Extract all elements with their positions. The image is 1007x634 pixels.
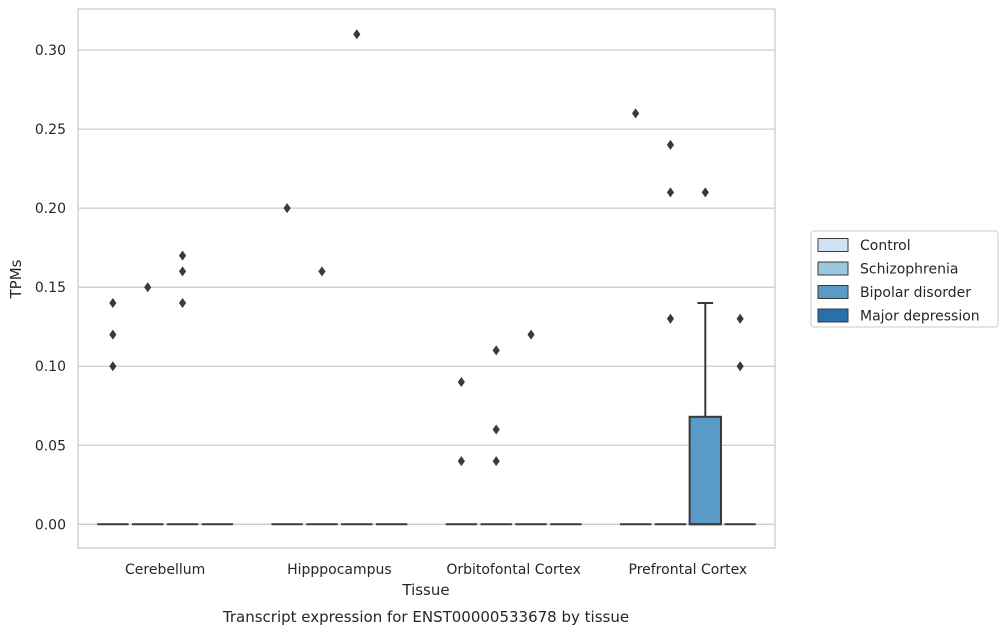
outlier-marker [109, 298, 117, 308]
box-group [271, 203, 303, 526]
outlier-marker [527, 329, 535, 340]
legend: Control Schizophrenia Bipolar disorder Majo… [810, 230, 999, 328]
outlier-marker [666, 187, 675, 198]
y-axis-ticks: 0.00 0.05 0.10 0.15 0.20 0.25 0.30 [35, 43, 66, 533]
box-group [97, 298, 129, 526]
outlier-marker [109, 361, 117, 372]
legend-swatch [817, 308, 849, 323]
outlier-marker [109, 329, 117, 340]
outlier-marker [666, 139, 675, 150]
legend-swatch [817, 285, 849, 299]
box-group [688, 187, 722, 526]
outlier-marker [701, 187, 709, 198]
outlier-marker [178, 250, 187, 261]
x-tick-label: Prefrontal Cortex [629, 562, 748, 578]
outlier-marker [144, 282, 152, 293]
legend-swatch [817, 261, 849, 276]
box-group [306, 266, 338, 526]
outlier-marker [178, 266, 187, 277]
outlier-marker [736, 313, 744, 324]
legend-label: Major depression [860, 309, 980, 325]
y-tick-label: 0.25 [35, 122, 66, 138]
outlier-marker [178, 298, 187, 308]
legend-label: Control [860, 238, 911, 254]
outlier-marker [492, 456, 500, 467]
outlier-marker [632, 108, 640, 119]
outlier-marker [492, 424, 500, 435]
x-axis-ticks: Cerebellum Hipppocampus Orbitofontal Corte… [125, 562, 747, 578]
x-tick-label: Orbitofontal Cortex [446, 562, 581, 578]
y-tick-label: 0.00 [35, 517, 66, 533]
outlier-marker [283, 203, 291, 214]
box-group [619, 108, 652, 526]
outlier-marker [457, 456, 465, 467]
outlier-marker [666, 313, 675, 324]
box-group [132, 282, 164, 526]
box-group [515, 329, 547, 526]
x-tick-label: Cerebellum [125, 562, 205, 578]
plot-frame [77, 8, 776, 549]
x-tick-label: Hipppocampus [287, 562, 392, 578]
outlier-marker [353, 29, 361, 40]
y-tick-label: 0.20 [35, 201, 66, 217]
grid-lines [78, 49, 775, 525]
y-tick-label: 0.10 [35, 359, 66, 375]
box-group [445, 377, 478, 526]
box-group [480, 345, 512, 526]
legend-frame [810, 230, 999, 328]
chart-caption: Transcript expression for ENST0000053367… [222, 608, 629, 626]
legend-label: Bipolar disorder [860, 285, 971, 301]
box-plot-series [97, 29, 756, 526]
y-tick-label: 0.15 [35, 280, 66, 296]
outlier-marker [318, 266, 326, 277]
outlier-marker [457, 377, 465, 388]
box-group [166, 250, 199, 526]
legend-label: Schizophrenia [860, 262, 958, 278]
x-axis-label: Tissue [401, 581, 449, 599]
box-group [341, 29, 373, 526]
outlier-marker [492, 345, 500, 356]
box-body [688, 415, 722, 526]
box-group [654, 139, 687, 526]
y-axis-label: TPMs [7, 259, 25, 299]
box-group [724, 313, 756, 526]
y-tick-label: 0.05 [35, 438, 66, 454]
y-tick-label: 0.30 [35, 43, 66, 59]
legend-swatch [817, 238, 849, 252]
outlier-marker [736, 361, 744, 372]
